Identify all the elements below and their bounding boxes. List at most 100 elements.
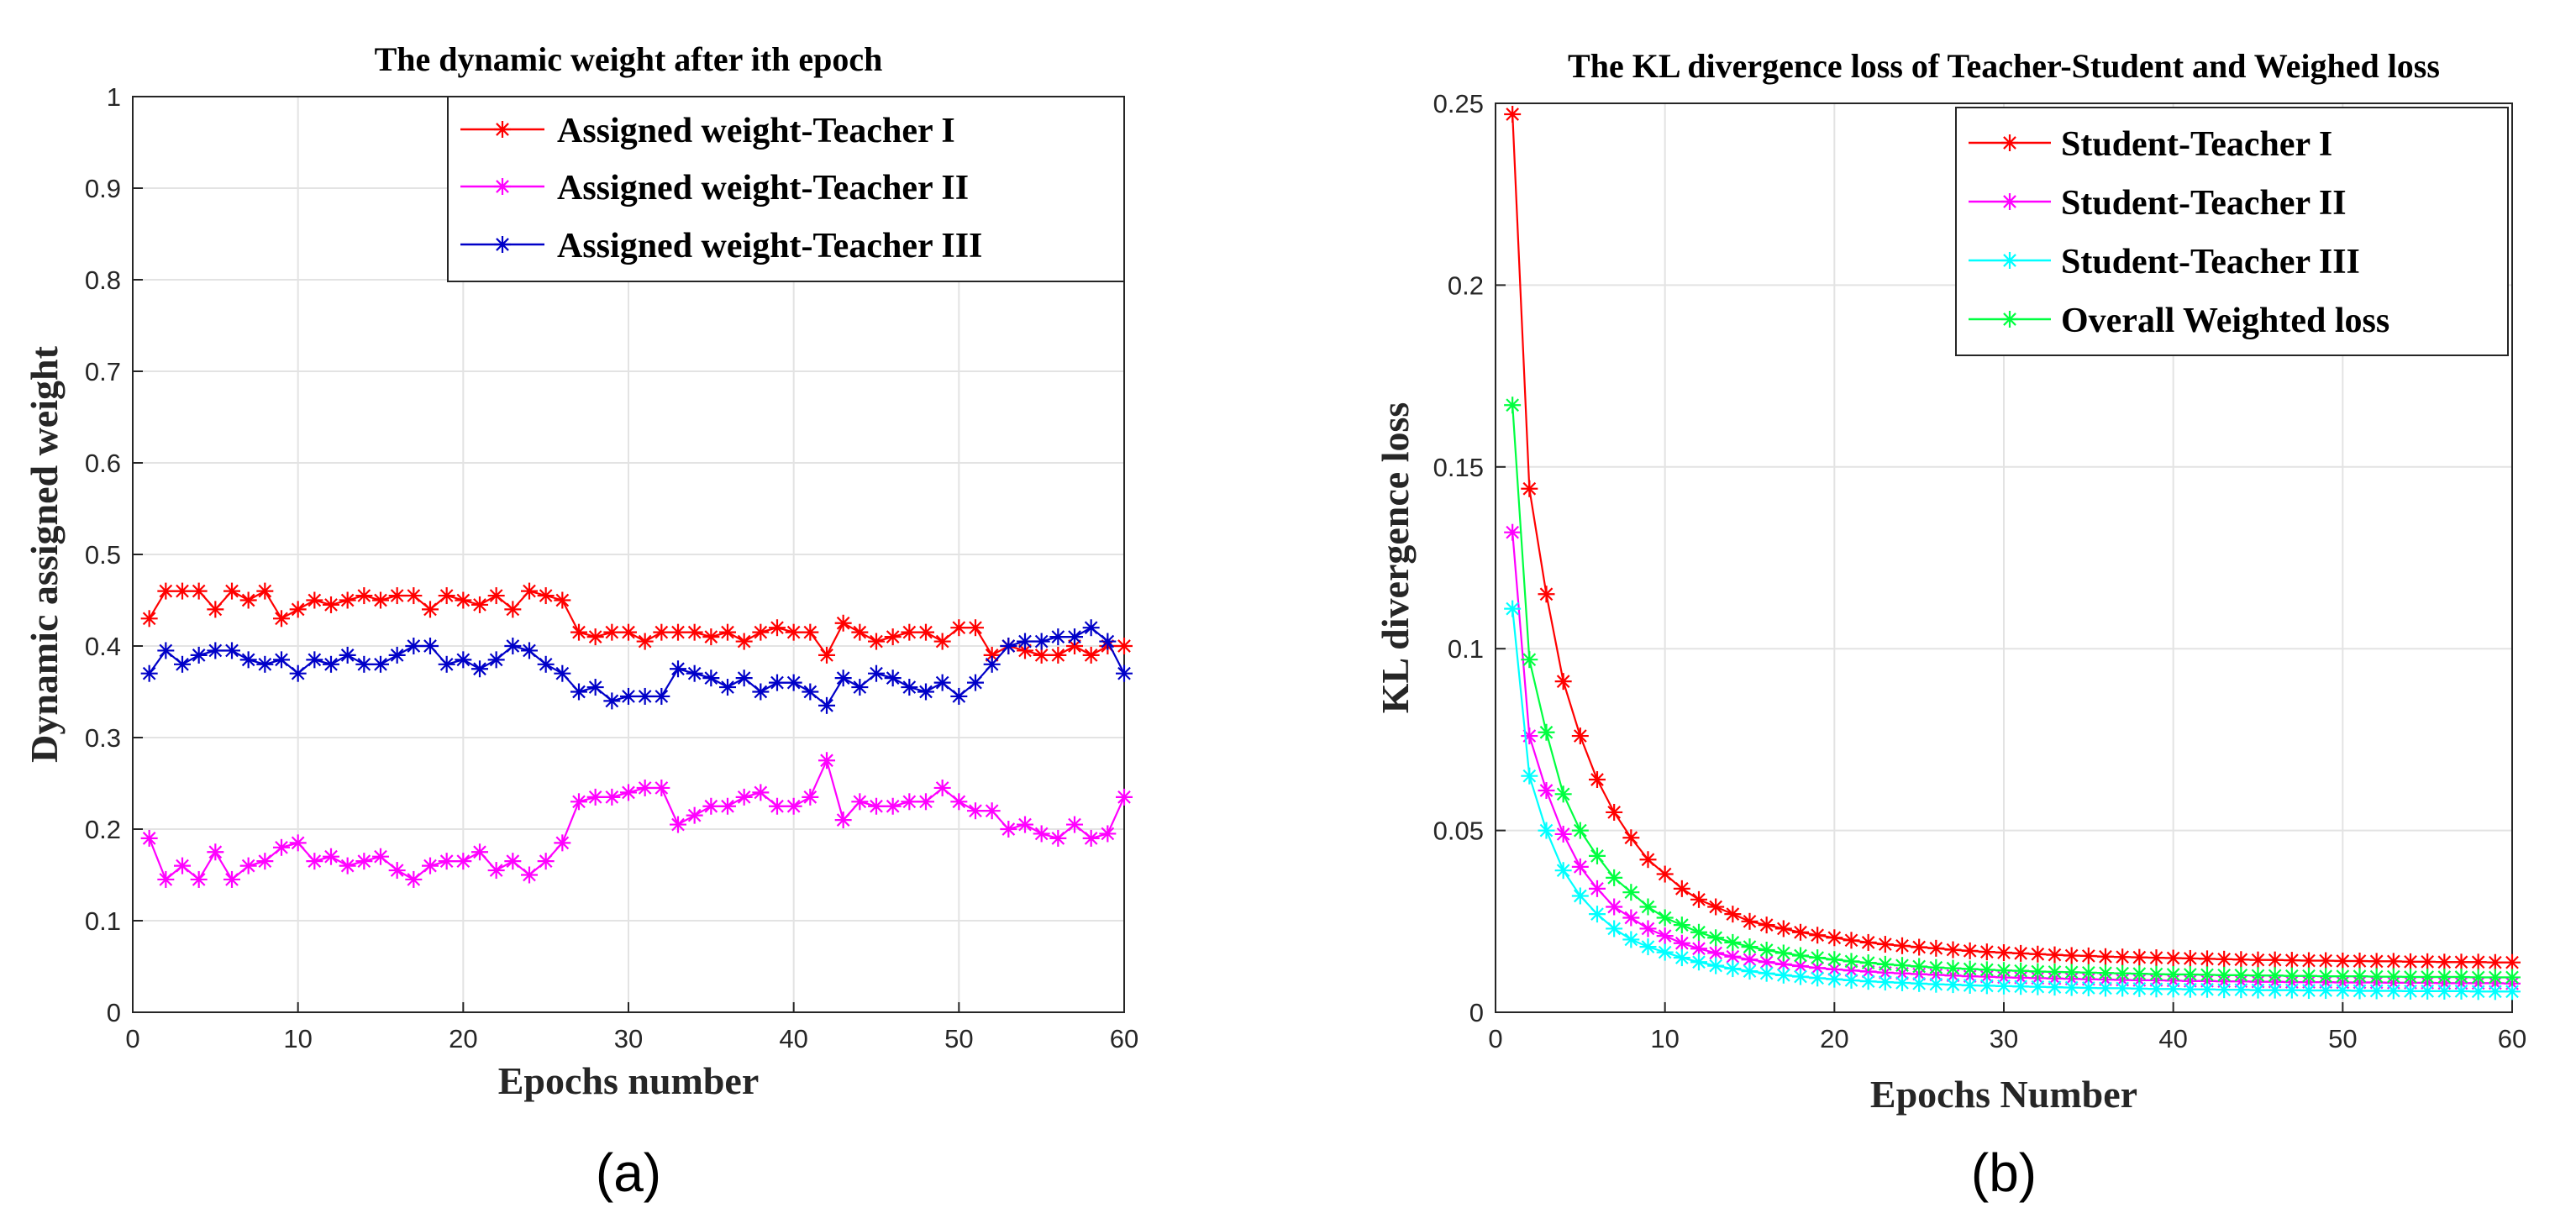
data-point (2452, 953, 2470, 971)
data-point (223, 582, 240, 600)
legend-marker-star (494, 121, 511, 138)
legend-b-item-3: Overall Weighted loss (1969, 302, 2389, 340)
data-point (223, 642, 240, 659)
data-point (1673, 917, 1690, 934)
data-point (2046, 979, 2063, 996)
data-point (2402, 969, 2419, 986)
data-point (306, 651, 323, 669)
data-point (2402, 953, 2419, 970)
data-point (1995, 962, 2012, 980)
data-point (157, 870, 175, 888)
data-point (2300, 952, 2317, 969)
data-point (239, 857, 257, 874)
data-point (1859, 933, 1877, 951)
data-point (769, 619, 786, 637)
data-point (405, 638, 423, 654)
y-tick-label: 0.25 (1433, 89, 1484, 118)
data-point (487, 862, 505, 880)
data-point (521, 642, 538, 659)
chart-b-panel-label: (b) (1971, 1142, 2037, 1203)
series-a-1 (140, 752, 1133, 888)
data-point (2334, 968, 2352, 985)
data-point (2148, 980, 2165, 998)
data-point (2012, 944, 2030, 962)
data-point (1809, 969, 1827, 987)
data-point (2419, 953, 2437, 970)
data-point (2486, 969, 2504, 986)
data-point (818, 752, 835, 769)
data-point (2334, 982, 2352, 1000)
data-point (355, 587, 373, 605)
data-point (1978, 977, 1995, 995)
data-point (2283, 952, 2300, 969)
data-point (950, 793, 968, 811)
data-point (1606, 898, 1623, 916)
data-point (586, 788, 604, 806)
data-point (1622, 829, 1640, 847)
data-point (653, 623, 670, 641)
data-point (273, 838, 290, 856)
data-point (752, 784, 770, 801)
data-point (2317, 968, 2335, 985)
data-point (2384, 982, 2402, 1000)
data-point (1894, 937, 1911, 954)
data-point (1673, 949, 1690, 967)
legend-marker-star (494, 236, 511, 253)
data-point (1571, 822, 1589, 839)
data-point (901, 679, 918, 696)
data-point (157, 642, 175, 659)
data-point (884, 797, 902, 815)
data-point (1000, 821, 1017, 838)
data-point (653, 687, 670, 705)
data-point (933, 633, 951, 650)
data-point (1656, 865, 1674, 883)
data-point (405, 870, 423, 888)
data-point (339, 646, 356, 664)
data-point (1707, 898, 1725, 916)
data-point (1554, 673, 1572, 691)
chart-b-legend: Student-Teacher I Student-Teacher II Stu… (1955, 107, 2509, 356)
data-point (273, 610, 290, 628)
data-point (1589, 771, 1606, 789)
data-point (1690, 890, 1707, 908)
y-tick-label: 0.3 (85, 723, 121, 753)
data-point (2283, 981, 2300, 999)
data-point (323, 655, 339, 673)
legend-a-label-1: Assigned weight-Teacher II (557, 169, 969, 207)
data-point (1521, 727, 1538, 745)
legend-b-marker-2 (2001, 252, 2018, 269)
data-point (289, 664, 307, 682)
y-tick-label: 0.1 (85, 906, 121, 936)
data-point (917, 793, 934, 811)
data-point (702, 797, 720, 815)
data-point (1927, 975, 1945, 993)
data-point (1033, 633, 1050, 650)
x-tick-label: 60 (1110, 1024, 1138, 1053)
chart-b-axes-box (1495, 102, 2513, 1013)
data-point (372, 848, 389, 865)
chart-a-legend-box (447, 96, 1125, 282)
data-point (1707, 929, 1725, 947)
data-point (735, 788, 753, 806)
data-point (1774, 966, 1792, 984)
data-point (1538, 723, 1555, 741)
data-point (2300, 967, 2317, 985)
data-point (818, 696, 835, 714)
data-point (1639, 898, 1657, 916)
data-point (1911, 958, 1928, 975)
data-point (967, 802, 984, 820)
data-point (1927, 939, 1945, 957)
data-point (2063, 979, 2080, 996)
data-point (2012, 978, 2030, 995)
chart-a-series (140, 582, 1133, 888)
data-point (1826, 929, 1843, 947)
chart-b: 0 10 20 30 40 50 60 0 0.05 0.1 0.15 0.2 0.25 The KL … (1374, 47, 2526, 1203)
chart-a-panel-label: (a) (596, 1142, 661, 1203)
data-point (2266, 967, 2284, 985)
data-point (239, 651, 257, 669)
data-point (834, 670, 852, 687)
data-point (323, 848, 339, 865)
data-point (1538, 586, 1555, 603)
data-point (1826, 970, 1843, 988)
